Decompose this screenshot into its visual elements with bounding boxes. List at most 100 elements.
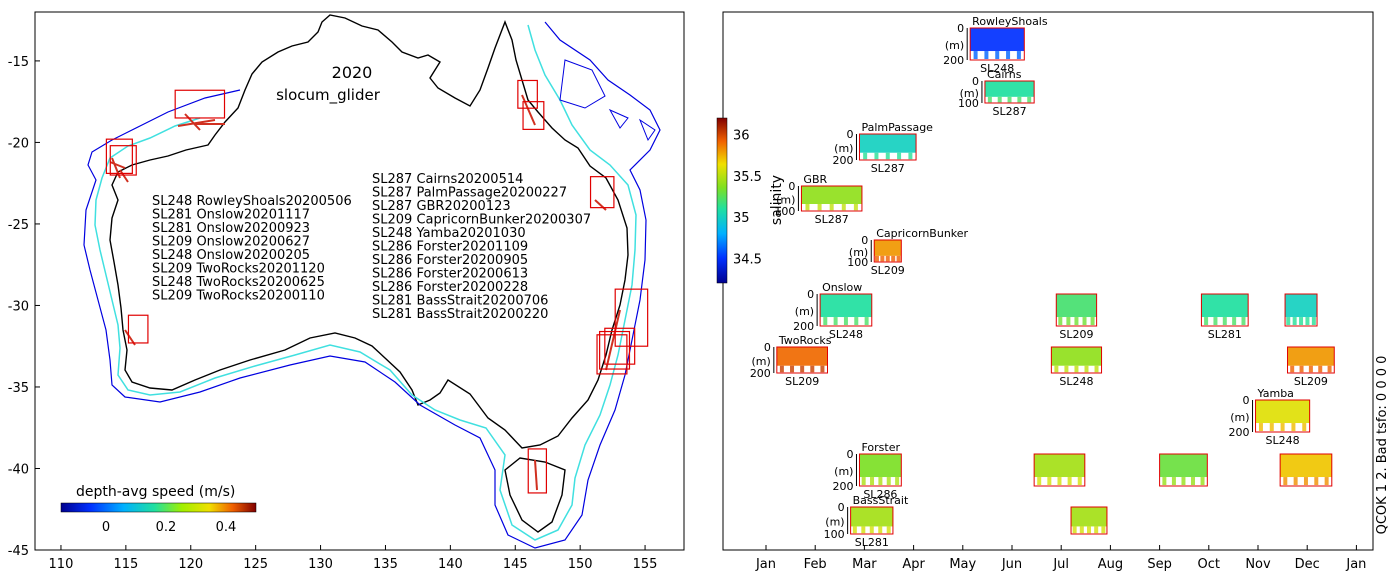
section-box — [1033, 453, 1086, 487]
salinity-profile-tail — [1222, 317, 1227, 326]
salinity-profile-tail — [869, 526, 874, 534]
salinity-profile-tail — [1037, 477, 1042, 486]
salinity-section — [970, 28, 1025, 52]
depth-tick-top: 0 — [861, 234, 868, 247]
deployment-box-onslow-b — [109, 145, 137, 176]
section-tworocks: SL209 TwoRocks 0(m)200 — [750, 334, 832, 388]
section-cairns: SL287 Cairns 0(m)100 — [958, 68, 1035, 118]
salinity-profile-tail — [878, 526, 883, 534]
salinity-profile-tail — [1200, 477, 1205, 486]
section-gbr: SL287 GBR 0(m)100 — [774, 173, 863, 226]
section-rowleyshoals: SL248 RowleyShoals 0 (m) 200 — [943, 15, 1048, 75]
speed-colorbar-ticks: 0 0.2 0.4 — [102, 520, 236, 535]
salinity-profile-tail — [1327, 365, 1332, 373]
speed-colorbar-tick: 0.4 — [216, 520, 237, 535]
depth-tick-top: 0 — [807, 288, 814, 301]
site-label: RowleyShoals — [972, 15, 1048, 28]
glider-label: SL209 — [871, 264, 905, 277]
salinity-profile-tail — [1191, 477, 1196, 486]
depth-unit: (m) — [1230, 411, 1249, 424]
depth-unit: (m) — [945, 39, 964, 52]
depth-tick-top: 0 — [846, 128, 853, 141]
site-label: Yamba — [1257, 387, 1294, 400]
salinity-profile-tail — [861, 526, 866, 534]
salinity-profile-tail — [1016, 51, 1021, 60]
section-box — [1287, 346, 1335, 374]
map-x-tick-label: 145 — [503, 557, 528, 572]
salinity-profile-tail — [1204, 317, 1209, 326]
map-x-tick-label: 110 — [49, 557, 74, 572]
deployment-box-forster-a — [604, 327, 636, 365]
salinity-profile-tail — [995, 51, 1000, 60]
section-bassstrait: SL281 BassStrait 0 (m)100 — [824, 494, 909, 549]
salinity-profile-tail — [897, 152, 902, 160]
salinity-section — [874, 240, 902, 256]
legend-entry: SL209 CapricornBunker20200307 — [372, 213, 591, 228]
salinity-profile-tail — [817, 204, 822, 211]
salinity-profile-tail — [820, 365, 825, 373]
month-tick-label: Oct — [1198, 557, 1220, 572]
salinity-profile-tail — [874, 152, 879, 160]
section-box — [1055, 293, 1098, 327]
salinity-profile-tail — [829, 204, 834, 211]
glider-track-rowley — [177, 113, 225, 131]
map-axes-box — [34, 11, 685, 551]
section-box — [858, 453, 902, 487]
depth-tick-top: 0 — [788, 180, 795, 193]
section-box — [776, 346, 828, 374]
salinity-profile-tail — [878, 477, 883, 486]
salinity-section — [1051, 347, 1102, 366]
salinity-profile-tail — [805, 204, 810, 211]
salinity-profile-tail — [1054, 365, 1059, 373]
salinity-profile-tail — [908, 152, 913, 160]
salinity-profile-tail — [1311, 317, 1316, 326]
section-box — [1255, 399, 1311, 433]
month-tick-label: Jul — [1052, 557, 1069, 572]
depth-unit: (m) — [834, 465, 853, 478]
map-y-tick-label: -45 — [8, 544, 29, 559]
glider-label: SL287 — [815, 213, 849, 226]
legend-entry: SL209 Onslow20200627 — [152, 235, 310, 250]
salinity-profile-tail — [810, 365, 815, 373]
salinity-profile-tail — [1314, 477, 1319, 486]
depth-tick-bottom: 200 — [1229, 426, 1250, 439]
map-x-tick-label: 140 — [438, 557, 463, 572]
salinity-profile-tail — [852, 526, 857, 534]
section-box — [1200, 293, 1249, 327]
map-panel: 2020 slocum_glider SL248 RowleyShoals202… — [8, 11, 685, 572]
salinity-section — [859, 454, 902, 478]
legend-entry: SL287 Cairns20200514 — [372, 172, 523, 187]
salinity-profile-tail — [1058, 317, 1063, 326]
deployment-box-forster-c — [596, 334, 628, 375]
section-onslow: SL281 — [1200, 293, 1249, 341]
salinity-profile-tail — [1299, 365, 1304, 373]
map-x-tick-label: 150 — [568, 557, 593, 572]
section-box — [1284, 293, 1318, 327]
coastline — [109, 14, 629, 449]
site-label: Cairns — [987, 68, 1022, 81]
section-onslow: SL248 Onslow 0 (m) 200 — [793, 281, 873, 341]
salinity-profile-tail — [1303, 477, 1308, 486]
section-tworocks: SL209 — [1287, 346, 1335, 388]
salinity-profile-tail — [1171, 477, 1176, 486]
section-box — [819, 293, 873, 327]
section-box — [858, 133, 917, 161]
map-title: 2020 — [332, 63, 373, 82]
qc-side-label: QCOK 1 2. Bad tsfo: 0 0 0 0 — [1375, 356, 1390, 535]
depth-tick-bottom: 100 — [774, 205, 795, 218]
section-tworocks: SL248 — [1050, 346, 1103, 388]
deployment-box-rowleyshoals — [174, 89, 226, 119]
legend-entry: SL209 TwoRocks20201120 — [152, 262, 325, 277]
legend-entry: SL248 TwoRocks20200625 — [152, 275, 325, 290]
salinity-profile-tail — [1067, 477, 1072, 486]
site-label: CapricornBunker — [876, 227, 968, 240]
month-tick-label: Feb — [804, 557, 827, 572]
depth-tick-top: 0 — [846, 448, 853, 461]
section-forster — [1033, 453, 1086, 487]
salinity-profile-tail — [864, 317, 869, 326]
site-label: Onslow — [822, 281, 862, 294]
salinity-profile-tail — [1241, 317, 1246, 326]
salinity-profile-tail — [1213, 317, 1218, 326]
